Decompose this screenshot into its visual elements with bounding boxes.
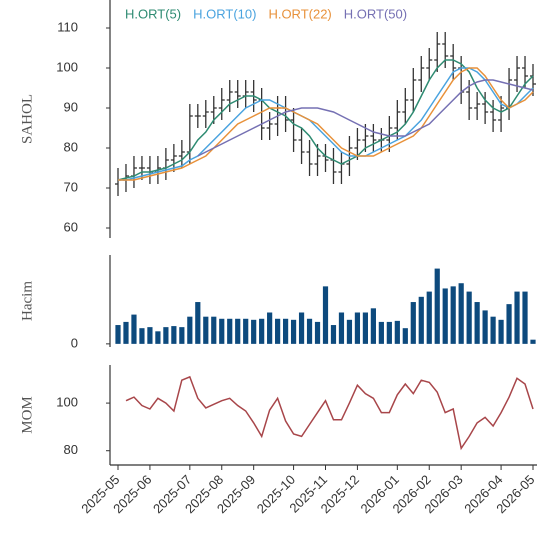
ma-line bbox=[118, 67, 534, 181]
volume-bar bbox=[458, 283, 464, 344]
volume-bar bbox=[378, 321, 384, 344]
volume-bar bbox=[506, 304, 512, 344]
volume-bar bbox=[251, 319, 257, 344]
legend-entry: H.ORT(10) bbox=[193, 6, 256, 21]
legend-entry: H.ORT(22) bbox=[268, 6, 331, 21]
volume-bar bbox=[362, 312, 369, 344]
volume-bar bbox=[394, 320, 400, 344]
volume-bar bbox=[402, 328, 408, 344]
volume-bar bbox=[259, 318, 265, 344]
ma-line bbox=[118, 67, 534, 181]
ma-line bbox=[117, 59, 534, 181]
volume-bar bbox=[354, 312, 361, 344]
y-tick-label: 0 bbox=[71, 335, 78, 350]
y-tick-label: 80 bbox=[64, 139, 78, 154]
volume-bar bbox=[370, 308, 376, 344]
volume-bar bbox=[314, 321, 321, 344]
volume-bar bbox=[235, 318, 241, 344]
y-tick-label: 90 bbox=[64, 99, 78, 114]
volume-bar bbox=[530, 339, 536, 344]
volume-bar bbox=[386, 321, 392, 344]
volume-bar bbox=[338, 312, 345, 344]
volume-bar bbox=[298, 312, 305, 344]
y-axis-label: MOM bbox=[19, 396, 35, 434]
volume-bar bbox=[306, 318, 313, 344]
volume-bar bbox=[442, 288, 448, 344]
volume-bar bbox=[330, 325, 337, 344]
volume-bar bbox=[211, 316, 217, 344]
volume-bar bbox=[290, 319, 297, 344]
volume-bar bbox=[147, 327, 153, 344]
y-tick-label: 110 bbox=[57, 19, 78, 34]
volume-bar bbox=[115, 325, 121, 344]
y-axis-label: Hacim bbox=[19, 281, 35, 321]
volume-bar bbox=[522, 291, 528, 344]
volume-bar bbox=[179, 327, 185, 344]
volume-bar bbox=[219, 318, 225, 344]
volume-bar bbox=[227, 318, 233, 344]
volume-bar bbox=[450, 286, 456, 344]
legend-entry: H.ORT(5) bbox=[125, 6, 181, 21]
volume-bar bbox=[282, 318, 289, 344]
mom-line bbox=[125, 375, 534, 451]
volume-bar bbox=[322, 286, 329, 344]
volume-bar bbox=[123, 321, 129, 344]
volume-bar bbox=[434, 268, 440, 344]
y-tick-label: 80 bbox=[64, 442, 78, 457]
volume-bar bbox=[346, 319, 353, 344]
ma-line bbox=[197, 79, 534, 157]
volume-bar bbox=[410, 302, 416, 344]
volume-bar bbox=[498, 319, 504, 344]
volume-bar bbox=[139, 328, 145, 344]
volume-bar bbox=[482, 310, 488, 344]
y-tick-label: 70 bbox=[64, 179, 78, 194]
volume-bar bbox=[418, 296, 424, 344]
y-axis-label: SAHOL bbox=[19, 94, 35, 144]
volume-bar bbox=[131, 314, 137, 344]
volume-bar bbox=[187, 316, 193, 344]
volume-bar bbox=[275, 318, 281, 344]
volume-bar bbox=[203, 316, 209, 344]
volume-bar bbox=[195, 302, 201, 344]
y-tick-label: 60 bbox=[64, 219, 78, 234]
volume-bar bbox=[474, 302, 480, 344]
volume-bar bbox=[426, 291, 432, 344]
volume-bar bbox=[514, 291, 520, 344]
y-tick-label: 100 bbox=[56, 59, 78, 74]
volume-bar bbox=[267, 312, 273, 344]
volume-bar bbox=[171, 326, 177, 344]
volume-bar bbox=[155, 331, 161, 344]
volume-bar bbox=[466, 291, 472, 344]
volume-bar bbox=[163, 327, 169, 344]
legend-entry: H.ORT(50) bbox=[344, 6, 407, 21]
volume-bar bbox=[490, 316, 496, 344]
y-tick-label: 100 bbox=[56, 395, 78, 410]
volume-bar bbox=[243, 318, 249, 344]
